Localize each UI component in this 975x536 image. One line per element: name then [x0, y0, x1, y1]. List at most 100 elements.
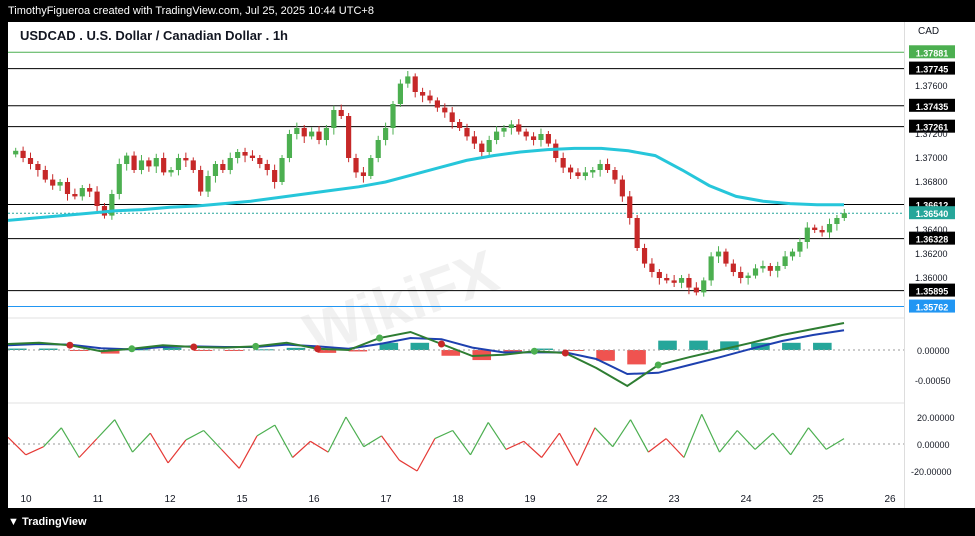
candle-body-77 — [582, 172, 588, 176]
osc-segment-10 — [185, 429, 204, 441]
candle-body-2 — [27, 158, 34, 164]
macd-hist-12 — [379, 342, 399, 350]
candle-body-14 — [116, 164, 122, 194]
candle-body-104 — [782, 256, 788, 266]
osc-segment-42 — [754, 432, 774, 450]
osc-segment-13 — [238, 435, 258, 469]
osc-segment-31 — [558, 432, 578, 466]
candle-body-20 — [161, 158, 167, 173]
candle-body-13 — [109, 194, 115, 216]
macd-hist-3 — [100, 350, 120, 354]
candle-body-85 — [641, 248, 648, 264]
osc-segment-45 — [807, 427, 827, 450]
candle-body-61 — [464, 128, 470, 137]
price-tick-6: 1.36000 — [915, 273, 948, 283]
osc-segment-36 — [647, 438, 667, 453]
candle-body-54 — [412, 76, 418, 92]
candle-body-67 — [508, 124, 514, 128]
osc-segment-32 — [576, 427, 596, 466]
x-tick-8: 22 — [596, 494, 608, 505]
macd-cross-dot-14 — [437, 340, 445, 348]
x-tick-4: 16 — [308, 494, 320, 505]
macd-hist-1 — [38, 348, 58, 350]
candle-body-34 — [264, 164, 270, 170]
osc-segment-20 — [363, 435, 382, 448]
candle-body-108 — [812, 227, 818, 230]
plot-area[interactable]: WikiFX 10 11 12 15 16 17 18 19 22 23 24 25 26 — [7, 22, 904, 508]
candle-body-102 — [767, 266, 773, 271]
price-axis-svg: 1.37881 1.37745 1.37435 1.37261 1.366121.365… — [909, 45, 955, 477]
osc-segment-17 — [310, 440, 329, 453]
macd-main-line — [7, 322, 845, 388]
candle-body-88 — [664, 278, 670, 281]
level-label-box-8 — [909, 299, 955, 313]
candle-body-81 — [612, 170, 618, 180]
level-label-box-3 — [909, 119, 955, 133]
candle-body-71 — [538, 134, 544, 140]
candle-body-111 — [834, 218, 840, 224]
level-label-box-6 — [909, 231, 955, 245]
candle-body-73 — [553, 143, 559, 158]
candle-body-91 — [686, 278, 692, 288]
candle-body-64 — [486, 140, 492, 152]
price-axis-column[interactable]: 1.37881 1.37745 1.37435 1.37261 1.36612 1.365… — [904, 22, 975, 508]
candle-body-7 — [64, 182, 71, 194]
macd-hist-11 — [348, 350, 368, 352]
macd-signal-line — [7, 329, 845, 376]
osc-segment-27 — [487, 422, 507, 450]
candle-body-83 — [627, 196, 633, 218]
candle-body-0 — [13, 150, 19, 155]
candle-body-51 — [390, 104, 396, 128]
macd-hist-20 — [627, 350, 646, 365]
osc-segment-33 — [594, 427, 614, 448]
candle-body-15 — [124, 155, 130, 164]
level-label-6: 1.36328 — [916, 235, 949, 245]
level-label-box-1 — [909, 61, 955, 75]
candle-body-44 — [338, 110, 344, 116]
level-label-1: 1.37745 — [916, 65, 949, 75]
candle-body-96 — [723, 251, 729, 264]
candle-body-65 — [493, 131, 500, 140]
x-tick-11: 25 — [812, 494, 824, 505]
osc-segment-22 — [399, 459, 418, 472]
tradingview-logo[interactable]: ▼ TradingView — [8, 508, 87, 536]
osc-segment-35 — [630, 419, 649, 453]
candle-body-22 — [175, 158, 182, 170]
chart-title: USDCAD . U.S. Dollar / Canadian Dollar .… — [20, 28, 288, 43]
macd-hist-13 — [410, 342, 430, 350]
candle-body-46 — [353, 158, 359, 173]
level-label-8: 1.35762 — [916, 303, 949, 313]
osc-segment-16 — [292, 440, 311, 458]
level-label-4: 1.36612 — [916, 201, 949, 211]
candle-body-48 — [368, 158, 374, 176]
osc-segment-14 — [256, 424, 276, 437]
x-tick-3: 15 — [236, 494, 248, 505]
level-label-3: 1.37261 — [916, 123, 949, 133]
candle-body-99 — [745, 275, 751, 278]
price-tick-2: 1.37000 — [915, 153, 948, 163]
x-tick-5: 17 — [380, 494, 392, 505]
candle-body-63 — [479, 143, 485, 152]
footer-bar: ▼ TradingView — [0, 508, 975, 536]
candle-body-33 — [257, 158, 263, 164]
osc-segment-15 — [274, 424, 294, 458]
macd-hist-21 — [658, 340, 677, 350]
osc-segment-12 — [221, 448, 240, 469]
macd-hist-5 — [162, 347, 182, 350]
osc-segment-1 — [25, 446, 44, 456]
candle-body-110 — [826, 224, 833, 233]
x-tick-0: 10 — [20, 494, 32, 505]
osc-segment-7 — [132, 432, 151, 453]
osc-segment-39 — [701, 414, 721, 453]
macd-neg-label: -0.00050 — [915, 376, 951, 386]
macd-hist-14 — [441, 350, 461, 356]
candle-body-98 — [738, 272, 744, 278]
candle-body-23 — [183, 158, 189, 161]
x-tick-7: 19 — [524, 494, 536, 505]
candle-body-39 — [301, 128, 307, 137]
candle-body-45 — [346, 116, 352, 158]
candle-body-19 — [153, 158, 159, 167]
macd-hist-25 — [782, 342, 801, 350]
candle-body-16 — [131, 155, 137, 170]
